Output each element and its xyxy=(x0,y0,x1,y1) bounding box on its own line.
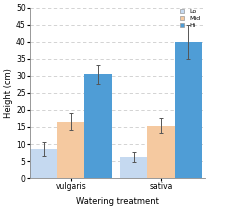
Legend: Lo, Mid, Hi: Lo, Mid, Hi xyxy=(179,7,202,29)
Bar xyxy=(57,122,84,178)
Bar xyxy=(30,149,57,178)
Bar xyxy=(174,42,202,178)
Bar xyxy=(147,126,174,178)
Bar xyxy=(120,157,147,178)
Bar xyxy=(84,74,112,178)
X-axis label: Watering treatment: Watering treatment xyxy=(76,197,159,206)
Y-axis label: Height (cm): Height (cm) xyxy=(4,68,13,118)
